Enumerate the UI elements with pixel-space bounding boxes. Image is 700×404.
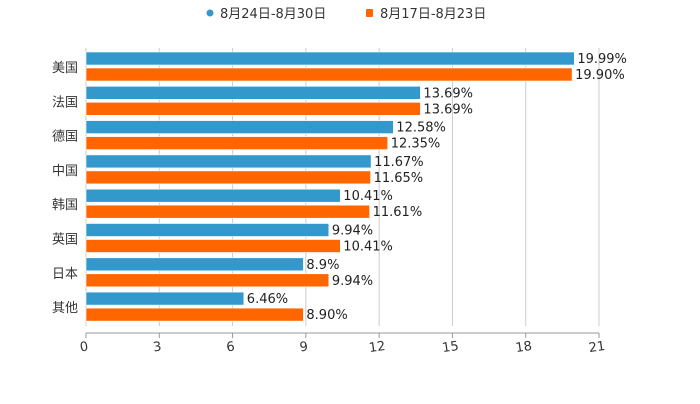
- category-label: 法国: [52, 95, 78, 110]
- bar-previous: [85, 307, 304, 322]
- bar-previous: [85, 102, 421, 116]
- x-tick-label: 18: [515, 339, 533, 356]
- bar-current: [85, 223, 330, 237]
- data-label: 10.41%: [343, 240, 393, 255]
- data-label: 9.94%: [332, 274, 373, 289]
- bar-previous: [85, 67, 573, 82]
- data-label: 11.67%: [374, 155, 424, 170]
- data-label: 8.90%: [306, 308, 347, 323]
- category-label: 德国: [52, 130, 78, 145]
- legend-marker-0: [206, 9, 214, 17]
- x-tick-label: 15: [441, 339, 459, 356]
- legend-marker-1: [366, 9, 373, 17]
- x-tick-label: 9: [299, 339, 309, 355]
- legend: 8月24日-8月30日 8月17日-8月23日: [206, 7, 486, 22]
- x-tick-label: 3: [152, 339, 162, 355]
- bar-current: [85, 291, 245, 306]
- data-label: 12.35%: [391, 137, 441, 152]
- bar-previous: [85, 204, 370, 219]
- bar-current: [85, 120, 394, 134]
- bar-current: [85, 257, 304, 272]
- data-label: 19.99%: [577, 52, 627, 67]
- data-label: 13.69%: [423, 86, 473, 101]
- bar-current: [85, 51, 575, 66]
- data-label: 10.41%: [343, 189, 393, 204]
- data-label: 11.65%: [374, 171, 424, 186]
- bar-current: [85, 188, 341, 203]
- bars: 19.99%19.90% 13.69%13.69% 12.58%12.35% 11.6…: [85, 51, 627, 323]
- data-label: 8.9%: [306, 258, 339, 273]
- bar-previous: [85, 170, 371, 185]
- x-tick-label: 12: [368, 339, 386, 356]
- category-label: 日本: [52, 267, 78, 282]
- bar-previous: [85, 136, 388, 150]
- bar-current: [85, 154, 372, 169]
- data-label: 6.46%: [247, 292, 288, 307]
- category-label: 美国: [52, 61, 78, 76]
- x-axis: 0 3 6 9 12 15 18 21: [79, 332, 606, 356]
- category-label: 中国: [52, 164, 78, 179]
- x-tick-label: 6: [225, 339, 235, 355]
- legend-label-1: 8月17日-8月23日: [380, 7, 486, 22]
- data-label: 19.90%: [575, 68, 625, 83]
- x-tick-label: 21: [588, 339, 606, 356]
- bar-previous: [85, 273, 330, 288]
- x-tick-label: 0: [79, 339, 89, 355]
- category-label: 韩国: [52, 198, 78, 213]
- data-label: 9.94%: [332, 224, 373, 239]
- category-label: 其他: [52, 301, 78, 316]
- data-label: 12.58%: [396, 121, 446, 136]
- category-label: 英国: [52, 233, 78, 248]
- bar-previous: [85, 239, 341, 253]
- data-label: 13.69%: [423, 102, 473, 117]
- bar-current: [85, 86, 421, 100]
- data-label: 11.61%: [373, 205, 423, 220]
- legend-label-0: 8月24日-8月30日: [220, 7, 326, 22]
